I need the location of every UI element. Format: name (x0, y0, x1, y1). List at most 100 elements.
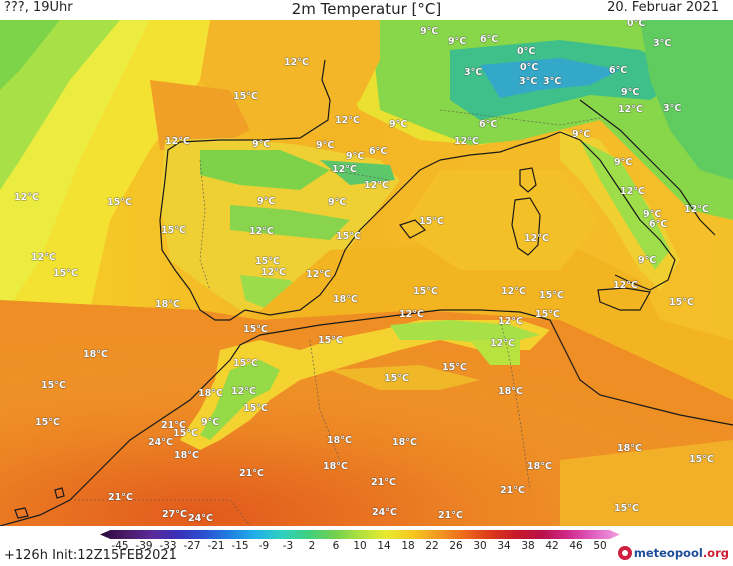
temp-label: 9°C (257, 196, 276, 207)
colorbar-tick: -45 (111, 540, 129, 552)
balkans-green (640, 20, 733, 180)
temp-label: 12°C (399, 309, 424, 320)
temp-label: 9°C (420, 26, 439, 37)
colorbar-tick: -21 (207, 540, 225, 552)
colorbar-tick: 18 (401, 540, 415, 552)
temp-label: 21°C (239, 468, 264, 479)
temp-label: 12°C (284, 57, 309, 68)
colorbar-tick: 10 (353, 540, 367, 552)
temp-label: 9°C (389, 119, 408, 130)
colorbar-tick: 42 (545, 540, 559, 552)
corsica (519, 167, 537, 193)
temp-label: 21°C (371, 477, 396, 488)
temp-label: 9°C (201, 417, 220, 428)
temp-label: 15°C (255, 256, 280, 267)
colorbar-tick: 30 (473, 540, 487, 552)
temp-label: 12°C (490, 338, 515, 349)
sardinia (511, 197, 541, 256)
temp-label: 15°C (384, 373, 409, 384)
temp-label: 21°C (108, 492, 133, 503)
colorbar-tick: 50 (593, 540, 607, 552)
temp-label: 3°C (653, 38, 672, 49)
sahara-yellow-strip (330, 365, 480, 390)
temp-label: 15°C (669, 297, 694, 308)
coast-spain-med (244, 159, 441, 316)
temp-label: 18°C (498, 386, 523, 397)
temp-label: 24°C (372, 507, 397, 518)
temp-label: 12°C (231, 386, 256, 397)
coastlines (0, 59, 733, 526)
pyrenees-green (320, 160, 395, 185)
temp-label: 15°C (41, 380, 66, 391)
temp-label: 12°C (306, 269, 331, 280)
temp-label: 15°C (614, 503, 639, 514)
temp-label: 12°C (618, 104, 643, 115)
temp-label: 12°C (498, 316, 523, 327)
temp-label: 3°C (663, 103, 682, 114)
coast-italy-east (579, 99, 716, 236)
temp-label: 9°C (252, 139, 271, 150)
colorbar-tick: -3 (282, 540, 294, 552)
temp-label: 15°C (107, 197, 132, 208)
colorbar-tick: 26 (449, 540, 463, 552)
southern-yellow (560, 440, 733, 526)
temp-label: 15°C (535, 309, 560, 320)
colorbar-tick: 22 (425, 540, 439, 552)
temp-label: 15°C (173, 428, 198, 439)
coast-italy (559, 131, 676, 291)
temp-label: 15°C (53, 268, 78, 279)
colorbar-tick: -33 (159, 540, 177, 552)
italy-green (580, 140, 670, 270)
iberia-green-1 (200, 150, 330, 190)
colorbar-tick: -15 (231, 540, 249, 552)
temp-label: 3°C (519, 76, 538, 87)
temp-label: 18°C (323, 461, 348, 472)
med-east (400, 170, 600, 270)
map-header: ???, 19Uhr 2m Temperatur [°C] 20. Februa… (0, 0, 733, 20)
temp-label: 15°C (233, 91, 258, 102)
temp-label: 6°C (649, 219, 668, 230)
temp-label: 0°C (517, 46, 536, 57)
meteopool-logo[interactable]: meteopool.org (617, 544, 729, 562)
coast-biscay (159, 59, 331, 321)
border-portugal (199, 159, 211, 291)
atlantic-green (0, 20, 120, 190)
colorbar-tick: 34 (497, 540, 511, 552)
temp-label: 18°C (527, 461, 552, 472)
temp-label: 3°C (464, 67, 483, 78)
tell-green (390, 320, 540, 345)
valid-date-label: 20. Februar 2021 (607, 0, 719, 15)
temp-label: 15°C (243, 403, 268, 414)
temp-label: 9°C (316, 140, 335, 151)
temp-label: 18°C (155, 299, 180, 310)
temp-label: 12°C (524, 233, 549, 244)
temp-label: 15°C (419, 216, 444, 227)
temp-label: 9°C (643, 209, 662, 220)
temp-label: 18°C (327, 435, 352, 446)
temp-label: 12°C (454, 136, 479, 147)
biscay-orange (150, 80, 250, 150)
temp-label: 15°C (318, 335, 343, 346)
temp-label: 18°C (392, 437, 417, 448)
colorbar (100, 530, 620, 539)
temp-label: 6°C (480, 34, 499, 45)
logo-main: meteopool (633, 546, 703, 560)
temp-label: 12°C (14, 192, 39, 203)
mallorca (399, 219, 426, 239)
temp-label: 18°C (617, 443, 642, 454)
temp-label: 9°C (448, 36, 467, 47)
colorbar-tick: 2 (308, 540, 316, 552)
sicily (597, 287, 651, 311)
temp-label: 15°C (539, 290, 564, 301)
border-alps (439, 109, 601, 126)
atlantic-green-deep (0, 20, 60, 90)
temp-label: 15°C (35, 417, 60, 428)
france-land (200, 20, 380, 140)
temp-label: 9°C (638, 255, 657, 266)
colorbar-ticks: -45 -39 -33 -27 -21 -15 -9 -3 2 6 10 14 18 22 26 30 34 38… (100, 540, 620, 554)
temp-label: 12°C (620, 186, 645, 197)
temp-label: 12°C (335, 115, 360, 126)
temp-label: 9°C (346, 151, 365, 162)
temp-label: 27°C (162, 509, 187, 520)
temp-label: 0°C (627, 20, 646, 29)
